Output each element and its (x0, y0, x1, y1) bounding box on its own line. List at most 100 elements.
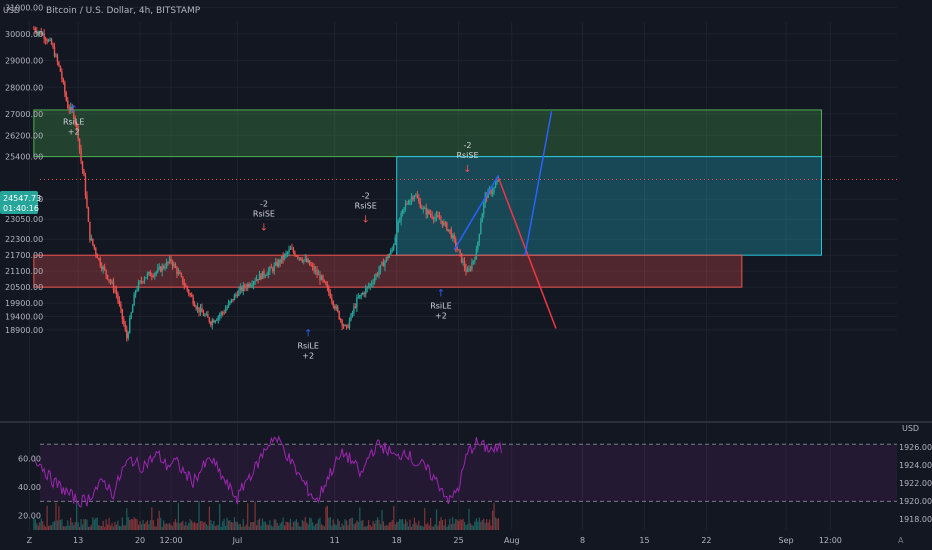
candle-body (325, 281, 327, 286)
volume-bar (258, 518, 261, 530)
candle-body (276, 262, 278, 267)
volume-bar (87, 526, 90, 530)
volume-bar (323, 526, 326, 530)
candle-body (180, 273, 183, 277)
candle-body (241, 287, 243, 292)
volume-bar (67, 520, 69, 530)
volume-bar (338, 520, 340, 530)
candle-body (334, 305, 336, 309)
volume-bar (276, 523, 278, 530)
volume-bar (39, 522, 41, 530)
volume-bar (104, 526, 106, 530)
candle-body (291, 248, 293, 250)
candle-body (176, 267, 178, 274)
volume-bar (419, 525, 421, 530)
candle-body (251, 284, 253, 286)
volume-bar (314, 524, 317, 530)
candle-body (58, 61, 60, 66)
volume-bar (440, 517, 442, 530)
candle-body (154, 273, 156, 277)
candle-body (75, 123, 78, 127)
candle-body (396, 231, 398, 238)
volume-bar (92, 517, 94, 530)
candle-body (235, 294, 237, 296)
signal-qty: +2 (68, 128, 80, 137)
candle-body (406, 203, 408, 205)
volume-bar (89, 526, 91, 530)
volume-bar (146, 520, 149, 530)
candle-body (90, 238, 93, 241)
volume-bar (148, 524, 150, 530)
volume-bar (443, 525, 445, 530)
candle-body (382, 262, 385, 267)
volume-bar (101, 525, 103, 530)
volume-bar (166, 523, 168, 530)
volume-bar (149, 520, 151, 530)
candle-body (102, 266, 104, 270)
candle-body (304, 258, 306, 260)
candle-body (272, 268, 274, 272)
candle-body (471, 262, 473, 270)
candle-body (81, 161, 84, 171)
volume-bar (304, 517, 306, 530)
candle-body (236, 294, 239, 296)
candle-body (204, 314, 206, 316)
signal-qty: +2 (435, 312, 447, 321)
volume-bar (424, 508, 426, 530)
candle-body (267, 270, 270, 275)
candle-body (319, 274, 321, 281)
volume-bar (378, 519, 380, 530)
candle-body (44, 38, 47, 41)
candle-body (71, 106, 73, 111)
candle-body (279, 260, 281, 263)
candle-body (363, 292, 365, 295)
candle-body (221, 312, 224, 314)
volume-bar (211, 524, 213, 530)
volume-bar (415, 522, 417, 530)
volume-bar (376, 517, 379, 530)
volume-bar (155, 526, 157, 530)
volume-bar (337, 518, 339, 530)
volume-bar (143, 523, 146, 530)
candle-body (481, 213, 483, 223)
candle-body (127, 332, 129, 339)
volume-bar (170, 524, 172, 530)
candle-body (223, 312, 225, 314)
signal-arrow-down-icon: ↓ (260, 223, 268, 234)
timezone-button[interactable]: A (898, 536, 904, 545)
candle-body (198, 307, 200, 313)
rsi-band-fill (40, 444, 897, 502)
volume-bar (444, 519, 446, 530)
volume-bar (244, 526, 246, 530)
volume-bar (497, 518, 500, 530)
volume-bar (452, 517, 454, 530)
candle-body (77, 126, 79, 139)
time-axis-label: 25 (454, 536, 464, 545)
candle-body (266, 274, 268, 276)
candle-body (255, 279, 258, 281)
candle-body (65, 92, 67, 101)
candle-body (269, 267, 271, 271)
volume-bar (99, 525, 101, 530)
volume-bar (450, 524, 452, 530)
volume-bar (459, 519, 461, 530)
candle-body (59, 65, 62, 72)
candle-body (351, 312, 354, 314)
candle-body (456, 247, 458, 250)
volume-bar (487, 522, 489, 530)
candle-body (337, 306, 339, 312)
candle-body (300, 257, 302, 260)
volume-bar (288, 522, 290, 530)
candle-body (468, 268, 470, 271)
candle-body (375, 274, 377, 279)
candle-body (341, 319, 343, 326)
candle-body (348, 320, 351, 328)
volume-bar (70, 517, 72, 530)
candle-body (491, 191, 494, 194)
candle-body (188, 290, 190, 294)
volume-bar (78, 526, 81, 530)
candle-body (460, 253, 463, 263)
candle-body (301, 259, 303, 262)
candle-body (388, 254, 391, 258)
